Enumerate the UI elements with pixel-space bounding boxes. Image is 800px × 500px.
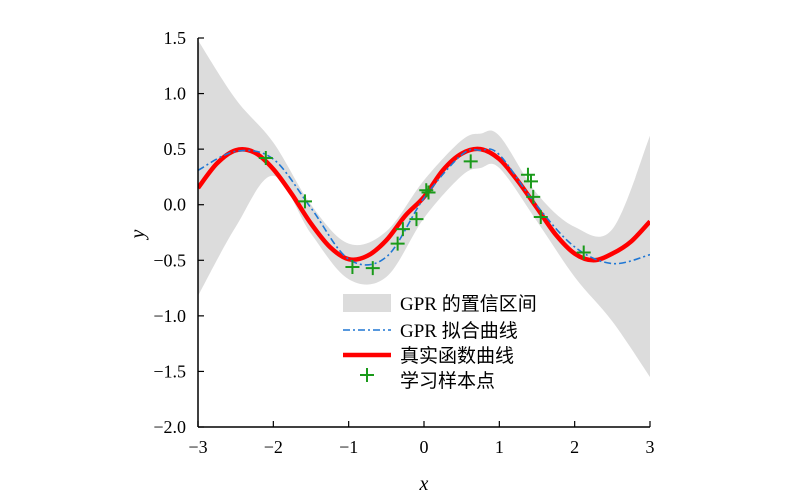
confidence-band — [198, 40, 650, 377]
sample-point — [526, 189, 541, 204]
sample-point — [395, 222, 410, 237]
sample-point — [520, 167, 535, 182]
sample-point — [258, 151, 273, 166]
sample-point — [421, 185, 436, 200]
x-tick-label: 1 — [495, 437, 504, 457]
x-tick-label: −2 — [264, 437, 283, 457]
sample-point — [390, 236, 405, 251]
x-tick-label: −1 — [339, 437, 358, 457]
y-tick-label: 0.0 — [164, 195, 187, 215]
sample-point — [533, 209, 548, 224]
x-tick-label: 2 — [570, 437, 579, 457]
legend-label-gpr: GPR 拟合曲线 — [400, 320, 518, 342]
gpr-fit-line — [198, 148, 650, 266]
sample-point — [297, 194, 312, 209]
x-axis-label: x — [419, 473, 429, 495]
sample-point — [365, 261, 380, 276]
sample-point — [523, 174, 538, 189]
y-tick-label: 0.5 — [164, 139, 187, 159]
legend-label-true: 真实函数曲线 — [400, 345, 514, 367]
y-tick-label: −2.0 — [153, 417, 186, 437]
legend-label-band: GPR 的置信区间 — [400, 293, 537, 315]
sample-point — [463, 154, 478, 169]
x-tick-label: −3 — [188, 437, 207, 457]
sample-point — [409, 212, 424, 227]
y-axis-label: y — [127, 229, 149, 240]
plot-area — [198, 40, 650, 377]
y-tick-label: 1.5 — [164, 28, 187, 48]
y-tick-label: 1.0 — [164, 84, 187, 104]
sample-point — [345, 259, 360, 274]
y-tick-label: −1.0 — [153, 306, 186, 326]
legend-label-points: 学习样本点 — [400, 370, 495, 392]
sample-point — [419, 183, 434, 198]
axes: 1.5 1.0 0.5 0.0 −0.5 −1.0 −1.5 −2.0−3 −2 −1 0 1 2 3 x y — [127, 28, 655, 495]
x-tick-label: 0 — [420, 437, 429, 457]
y-tick-label: −1.5 — [153, 361, 186, 381]
sample-point — [576, 245, 591, 260]
legend-swatch-band — [343, 294, 391, 312]
y-tick-label: −0.5 — [153, 250, 186, 270]
legend-swatch-points — [360, 368, 374, 382]
x-tick-label: 3 — [646, 437, 655, 457]
